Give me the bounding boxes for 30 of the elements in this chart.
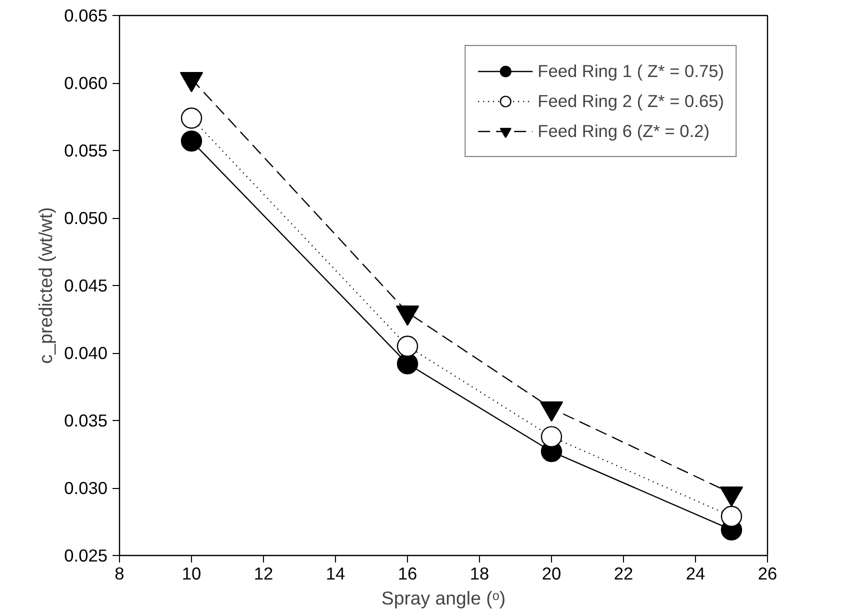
y-axis-title: c_predicted (wt/wt) xyxy=(35,207,56,364)
x-tick-label: 20 xyxy=(542,564,562,584)
x-tick-label: 12 xyxy=(254,564,274,584)
point xyxy=(180,108,202,129)
y-tick-label: 0.050 xyxy=(64,208,108,228)
y-tick-label: 0.040 xyxy=(64,343,108,363)
y-tick-label: 0.030 xyxy=(64,478,108,498)
legend-label: Feed Ring 2 ( Z* = 0.65) xyxy=(538,90,724,112)
legend-label: Feed Ring 6 (Z* = 0.2) xyxy=(538,120,710,142)
y-tick-label: 0.055 xyxy=(64,140,108,160)
point xyxy=(396,336,418,357)
y-tick-label: 0.045 xyxy=(64,276,108,296)
legend-label: Feed Ring 1 ( Z* = 0.75) xyxy=(538,60,724,82)
point xyxy=(180,130,202,152)
y-tick-label: 0.065 xyxy=(64,6,108,26)
x-tick-label: 22 xyxy=(614,564,634,584)
x-tick-label: 24 xyxy=(686,564,706,584)
x-tick-label: 26 xyxy=(758,564,778,584)
y-tick-label: 0.035 xyxy=(64,410,108,430)
y-tick-label: 0.025 xyxy=(64,546,108,566)
x-tick-label: 8 xyxy=(114,564,124,584)
x-tick-label: 14 xyxy=(326,564,346,584)
point xyxy=(540,426,562,448)
x-tick-label: 16 xyxy=(398,564,418,584)
point xyxy=(720,506,742,527)
x-axis-title: Spray angle (ᵒ) xyxy=(381,588,506,608)
x-tick-label: 10 xyxy=(182,564,202,584)
x-tick-label: 18 xyxy=(470,564,490,584)
y-tick-label: 0.060 xyxy=(64,73,108,93)
point xyxy=(396,353,418,374)
